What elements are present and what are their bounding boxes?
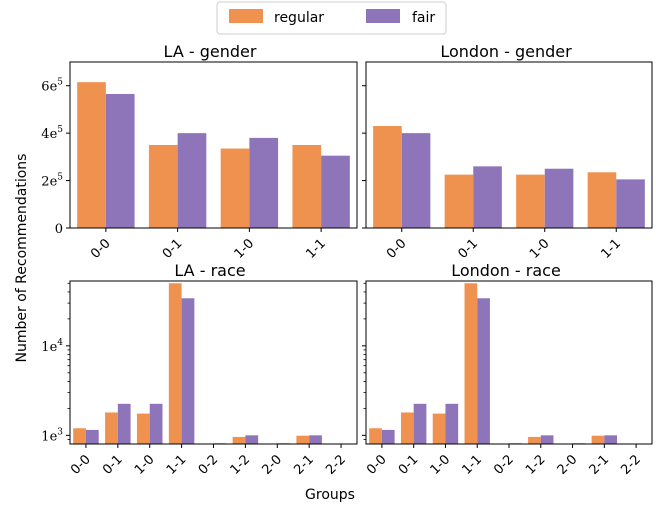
legend-label-regular: regular <box>274 10 324 26</box>
bar-la-race-regular-1-1 <box>168 283 182 444</box>
bar-la-race-regular-1-2 <box>232 436 246 444</box>
y-axis-label: Number of Recommendations <box>14 154 30 363</box>
bar-london-gender-fair-0-1 <box>473 166 502 228</box>
bar-london-race-regular-2-1 <box>591 435 605 444</box>
bar-london-gender-fair-1-0 <box>544 168 574 228</box>
x-tick-label: 1-1 <box>164 452 190 478</box>
x-tick-label: 0-1 <box>100 452 126 478</box>
x-tick-label: 1-0 <box>232 236 258 262</box>
x-tick-label: 1-0 <box>132 452 158 478</box>
bar-la-gender-fair-0-1 <box>177 133 207 228</box>
axes-frame-london-race <box>365 280 653 445</box>
bar-la-race-fair-2-1 <box>309 435 322 444</box>
x-tick-label: 0-1 <box>160 236 186 262</box>
bar-la-race-fair-1-2 <box>245 435 259 444</box>
bar-london-race-fair-2-1 <box>604 435 618 444</box>
y-tick-label: 0 <box>55 222 63 237</box>
bar-la-gender-regular-1-1 <box>292 145 322 228</box>
bar-london-race-regular-1-1 <box>464 283 478 444</box>
panel-london-gender: 0-0 0-1 1-0 1-1 <box>362 61 653 262</box>
panel-title-la-race: LA - race <box>174 261 245 280</box>
y-tick-label: 1e3 <box>41 427 63 444</box>
x-tick-label: 0-0 <box>364 452 390 478</box>
x-tick-label: 0-2 <box>196 452 222 478</box>
axes-frame-la-gender <box>69 61 358 229</box>
panel-title-london-gender: London - gender <box>440 42 572 61</box>
bar-london-race-regular-1-2 <box>528 436 541 444</box>
x-tick-label: 2-1 <box>291 452 317 478</box>
y-tick-label: 4e5 <box>41 125 63 142</box>
x-tick-label: 0-1 <box>396 452 422 478</box>
axes-frame-la-race <box>69 280 358 445</box>
bar-la-race-regular-1-0 <box>136 413 150 444</box>
bar-la-gender-regular-1-0 <box>220 148 250 228</box>
bar-la-race-regular-0-1 <box>105 412 118 444</box>
bar-la-race-fair-1-1 <box>181 298 195 444</box>
bar-london-race-regular-1-0 <box>432 413 446 444</box>
y-tick-label: 6e5 <box>41 78 63 95</box>
bar-london-gender-regular-0-1 <box>444 174 474 228</box>
bar-london-race-fair-1-0 <box>445 403 459 444</box>
y-tick-label: 2e5 <box>41 173 63 190</box>
x-tick-label: 1-0 <box>428 452 454 478</box>
x-tick-label: 2-2 <box>618 452 644 478</box>
x-tick-label: 1-2 <box>228 452 254 478</box>
x-tick-label: 2-0 <box>259 452 285 478</box>
x-tick-label: 1-2 <box>523 452 549 478</box>
bar-london-race-fair-0-0 <box>381 429 395 444</box>
bar-la-gender-regular-0-1 <box>148 145 178 228</box>
bar-london-gender-regular-0-0 <box>373 126 402 228</box>
y-tick-label: 1e4 <box>41 338 63 355</box>
legend-swatch-fair <box>366 9 400 23</box>
bar-la-gender-fair-0-0 <box>105 94 135 228</box>
panel-title-london-race: London - race <box>451 261 561 280</box>
x-tick-label: 1-0 <box>527 236 553 262</box>
panel-title-la-gender: LA - gender <box>164 42 257 61</box>
legend-swatch-regular <box>229 9 263 23</box>
panel-la-gender: 0-0 0-1 1-0 1-1 0 2e5 4e5 6e5 <box>41 61 358 262</box>
bar-london-race-fair-0-1 <box>413 403 427 444</box>
bar-london-race-regular-0-0 <box>369 428 382 444</box>
axes-frame-london-gender <box>365 61 653 229</box>
bar-la-race-fair-0-1 <box>117 403 131 444</box>
x-tick-label: 0-1 <box>455 236 481 262</box>
bar-london-gender-fair-1-1 <box>616 179 645 228</box>
x-tick-label: 2-1 <box>587 452 613 478</box>
x-tick-label: 1-1 <box>303 236 329 262</box>
bar-london-race-regular-0-1 <box>400 412 414 444</box>
x-tick-label: 0-0 <box>384 236 410 262</box>
x-tick-label: 1-1 <box>459 452 485 478</box>
panel-london-race: 0-0 0-1 1-0 1-1 0-2 1-2 2-0 2-1 2-2 <box>362 280 653 478</box>
bar-la-race-regular-0-0 <box>73 428 86 444</box>
x-tick-label: 0-0 <box>88 236 114 262</box>
bar-la-gender-fair-1-1 <box>321 155 350 228</box>
bar-london-gender-regular-1-0 <box>516 174 545 228</box>
bar-london-gender-fair-0-0 <box>401 133 431 228</box>
x-axis-label: Groups <box>305 487 355 503</box>
bar-london-race-fair-1-1 <box>477 298 490 444</box>
panel-la-race: 0-0 0-1 1-0 1-1 0-2 1-2 2-0 2-1 2-2 1e3 1e4 <box>41 280 358 478</box>
bar-la-race-fair-0-0 <box>85 429 99 444</box>
x-tick-label: 1-1 <box>598 236 624 262</box>
legend-label-fair: fair <box>412 10 435 26</box>
x-tick-label: 2-2 <box>323 452 349 478</box>
bar-london-race-fair-1-2 <box>540 435 554 444</box>
legend: regular fair <box>216 1 447 35</box>
x-tick-label: 0-0 <box>68 452 94 478</box>
bar-la-gender-fair-1-0 <box>249 137 279 228</box>
bar-la-race-regular-2-1 <box>296 435 310 444</box>
bar-la-race-fair-1-0 <box>149 403 163 444</box>
x-tick-label: 2-0 <box>555 452 581 478</box>
bar-london-gender-regular-1-1 <box>587 172 617 228</box>
x-tick-label: 0-2 <box>491 452 517 478</box>
bar-la-gender-regular-0-0 <box>77 82 106 229</box>
